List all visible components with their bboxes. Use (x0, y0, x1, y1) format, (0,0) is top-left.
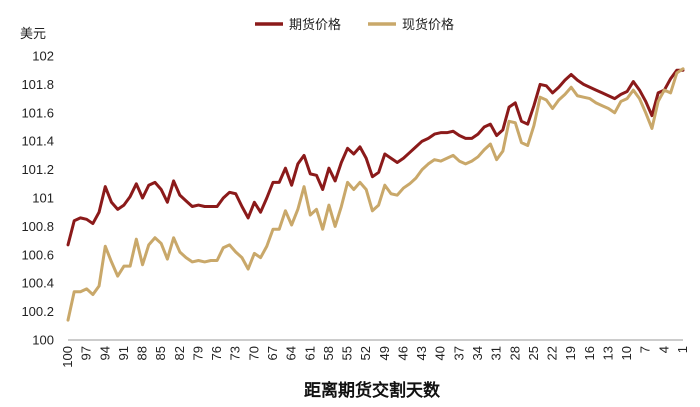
legend-label-spot: 现货价格 (402, 17, 454, 33)
x-tick-label: 10 (619, 346, 634, 360)
x-tick-label: 64 (284, 346, 299, 360)
x-tick-label: 67 (265, 346, 280, 360)
x-tick-label: 61 (302, 346, 317, 360)
x-tick-label: 7 (638, 346, 653, 353)
x-tick-label: 28 (507, 346, 522, 360)
y-tick-label: 102 (32, 49, 54, 64)
x-tick-label: 49 (377, 346, 392, 360)
x-tick-label: 34 (470, 346, 485, 360)
x-tick-label: 25 (526, 346, 541, 360)
x-tick-label: 58 (321, 346, 336, 360)
x-tick-label: 43 (414, 346, 429, 360)
y-tick-label: 100.2 (21, 304, 54, 319)
x-tick-label: 1 (675, 346, 690, 353)
x-tick-label: 79 (190, 346, 205, 360)
legend: 期货价格 现货价格 (255, 17, 454, 33)
y-tick-label: 100 (32, 333, 54, 348)
x-tick-label: 37 (451, 346, 466, 360)
y-tick-label: 101.8 (21, 77, 54, 92)
x-tick-label: 76 (209, 346, 224, 360)
x-tick-label: 19 (563, 346, 578, 360)
y-tick-label: 100.4 (21, 276, 54, 291)
legend-label-futures: 期货价格 (289, 17, 341, 33)
plot-area (66, 67, 685, 322)
x-tick-label: 91 (116, 346, 131, 360)
x-tick-label: 16 (582, 346, 597, 360)
y-axis-label: 美元 (20, 27, 46, 42)
x-tick-label: 73 (228, 346, 243, 360)
y-tick-label: 101.2 (21, 162, 54, 177)
x-tick-label: 88 (135, 346, 150, 360)
y-tick-label: 101.6 (21, 105, 54, 120)
y-tick-label: 100.6 (21, 247, 54, 262)
x-tick-label: 22 (545, 346, 560, 360)
x-tick-label: 97 (79, 346, 94, 360)
y-tick-label: 101 (32, 191, 54, 206)
x-tick-label: 55 (340, 346, 355, 360)
x-axis-label: 距离期货交割天数 (304, 380, 441, 401)
x-tick-label: 40 (433, 346, 448, 360)
x-axis: 100 97 94 91 88 85 82 79 76 73 70 67 64 61 58 55 52 49 46 4… (60, 339, 690, 368)
x-tick-label: 94 (97, 346, 112, 360)
x-tick-label: 13 (600, 346, 615, 360)
x-tick-label: 100 (60, 346, 75, 368)
x-tick-label: 85 (153, 346, 168, 360)
x-tick-label: 4 (656, 346, 671, 353)
x-tick-label: 46 (395, 346, 410, 360)
series-line-futures (66, 68, 685, 247)
y-tick-label: 101.4 (21, 134, 54, 149)
x-tick-label: 52 (358, 346, 373, 360)
y-axis: 100 100.2 100.4 100.6 100.8 101 101.2 101.4 101.… (21, 49, 54, 348)
y-tick-label: 100.8 (21, 219, 54, 234)
series-line-spot (66, 67, 685, 322)
x-tick-label: 82 (172, 346, 187, 360)
x-tick-label: 70 (246, 346, 261, 360)
x-tick-label: 31 (489, 346, 504, 360)
